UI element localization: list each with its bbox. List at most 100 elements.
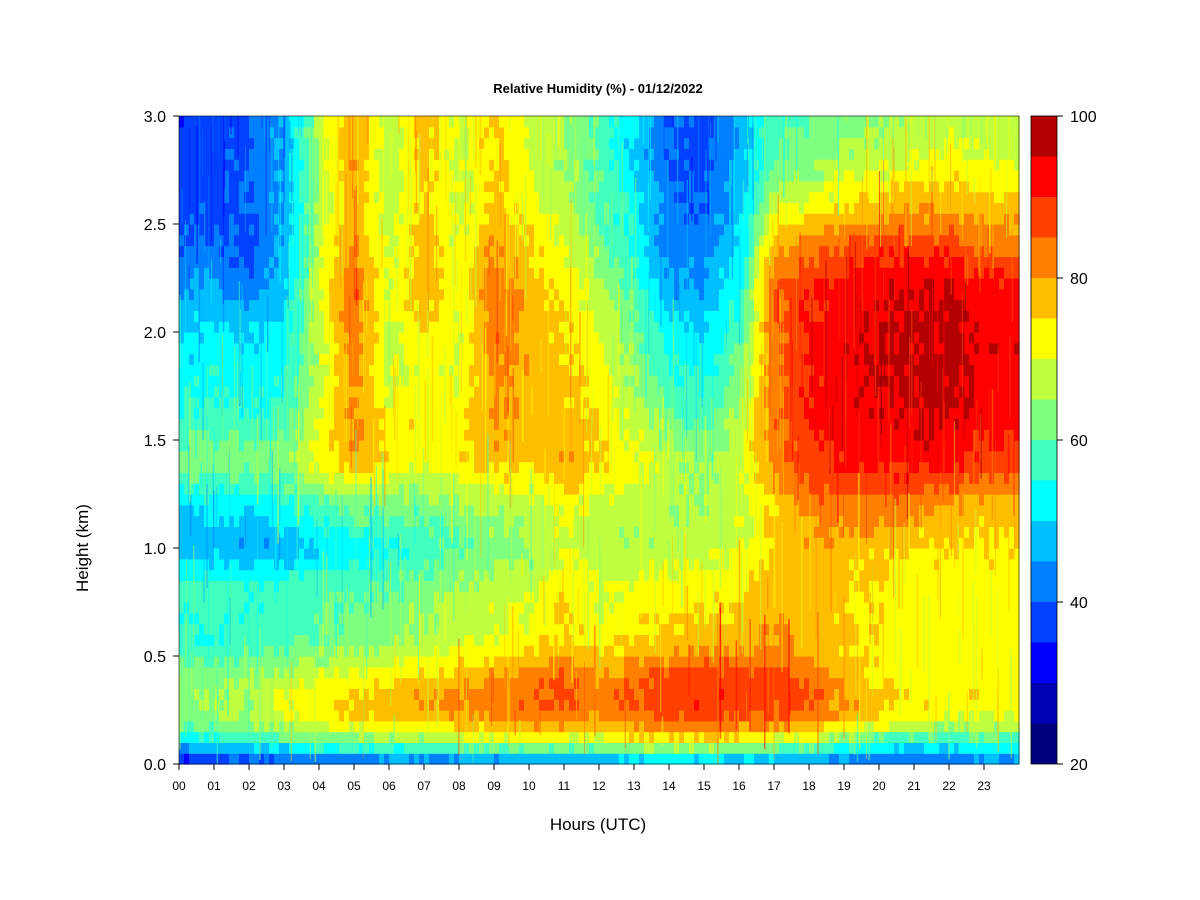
heatmap-cell <box>529 515 535 527</box>
heatmap-cell <box>414 375 420 387</box>
heatmap-cell <box>329 645 335 657</box>
heatmap-cell <box>419 569 425 581</box>
heatmap-cell <box>439 342 445 355</box>
heatmap-cell <box>404 753 410 765</box>
heatmap-cell <box>239 699 245 711</box>
heatmap-cell <box>534 450 540 463</box>
heatmap-cell <box>199 558 205 571</box>
heatmap-cell <box>244 375 250 387</box>
heatmap-cell <box>249 137 255 149</box>
heatmap-cell <box>529 418 535 430</box>
heatmap-cell <box>584 483 590 495</box>
heatmap-cell <box>224 364 230 376</box>
heatmap-cell <box>229 634 235 646</box>
heatmap-cell <box>189 396 195 409</box>
heatmap-cell <box>414 569 420 581</box>
heatmap-cell <box>564 310 570 322</box>
heatmap-cell <box>544 612 550 625</box>
heatmap-cell <box>494 720 500 733</box>
heatmap-cell <box>299 515 305 527</box>
heatmap-cell <box>474 321 480 333</box>
heatmap-cell <box>524 602 530 614</box>
heatmap-cell <box>364 342 370 355</box>
heatmap-cell <box>469 753 475 765</box>
heatmap-cell <box>464 742 470 754</box>
heatmap-cell <box>409 494 415 506</box>
heatmap-cell <box>489 580 495 592</box>
heatmap-cell <box>569 170 575 182</box>
heatmap-cell <box>499 537 505 549</box>
heatmap-cell <box>509 180 515 193</box>
heatmap-cell <box>219 645 225 657</box>
heatmap-cell <box>454 634 460 646</box>
heatmap-cell <box>464 569 470 581</box>
heatmap-cell <box>519 753 525 765</box>
heatmap-cell <box>359 677 365 689</box>
heatmap-cell <box>444 202 450 214</box>
heatmap-cell <box>459 580 465 592</box>
heatmap-cell <box>519 159 525 171</box>
heatmap-cell <box>364 526 370 538</box>
heatmap-cell <box>549 731 555 743</box>
heatmap-cell <box>354 310 360 322</box>
chart-title: Relative Humidity (%) - 01/12/2022 <box>493 81 703 96</box>
heatmap-cell <box>249 483 255 495</box>
heatmap-cell <box>289 202 295 214</box>
heatmap-cell <box>589 234 595 247</box>
heatmap-cell <box>269 440 275 452</box>
heatmap-cell <box>299 159 305 171</box>
heatmap-cell <box>279 526 285 538</box>
heatmap-cell <box>534 753 540 765</box>
heatmap-cell <box>564 137 570 149</box>
heatmap-cell <box>529 321 535 333</box>
heatmap-cell <box>544 116 550 128</box>
heatmap-cell <box>434 364 440 376</box>
heatmap-cell <box>249 126 255 139</box>
heatmap-cell <box>584 623 590 635</box>
heatmap-cell <box>224 731 230 743</box>
heatmap-cell <box>409 353 415 365</box>
heatmap-cell <box>349 386 355 398</box>
heatmap-cell <box>179 720 185 733</box>
heatmap-cell <box>484 742 490 754</box>
heatmap-cell <box>554 440 560 452</box>
heatmap-cell <box>394 170 400 182</box>
heatmap-cell <box>389 191 395 203</box>
heatmap-cell <box>374 278 380 290</box>
heatmap-cell <box>349 310 355 322</box>
heatmap-cell <box>239 224 245 236</box>
heatmap-cell <box>399 202 405 214</box>
heatmap-cell <box>479 515 485 527</box>
heatmap-cell <box>499 548 505 560</box>
heatmap-cell <box>329 375 335 387</box>
heatmap-cell <box>304 159 310 171</box>
heatmap-cell <box>289 450 295 463</box>
heatmap-cell <box>394 342 400 355</box>
heatmap-cell <box>404 332 410 344</box>
heatmap-cell <box>564 202 570 214</box>
heatmap-cell <box>589 116 595 128</box>
heatmap-cell <box>229 483 235 495</box>
heatmap-cell <box>209 666 215 679</box>
heatmap-cell <box>334 364 340 376</box>
heatmap-cell <box>589 753 595 765</box>
heatmap-cell <box>494 116 500 128</box>
heatmap-cell <box>274 126 280 139</box>
heatmap-cell <box>529 126 535 139</box>
heatmap-cell <box>469 126 475 139</box>
heatmap-cell <box>374 396 380 409</box>
heatmap-cell <box>319 504 325 517</box>
heatmap-cell <box>364 234 370 247</box>
heatmap-cell <box>329 731 335 743</box>
heatmap-cell <box>179 742 185 754</box>
heatmap-cell <box>419 548 425 560</box>
heatmap-cell <box>509 159 515 171</box>
heatmap-cell <box>349 504 355 517</box>
heatmap-cell <box>184 537 190 549</box>
heatmap-cell <box>274 396 280 409</box>
heatmap-cell <box>454 310 460 322</box>
heatmap-cell <box>434 288 440 301</box>
heatmap-cell <box>549 310 555 322</box>
heatmap-cell <box>464 202 470 214</box>
heatmap-cell <box>179 558 185 571</box>
